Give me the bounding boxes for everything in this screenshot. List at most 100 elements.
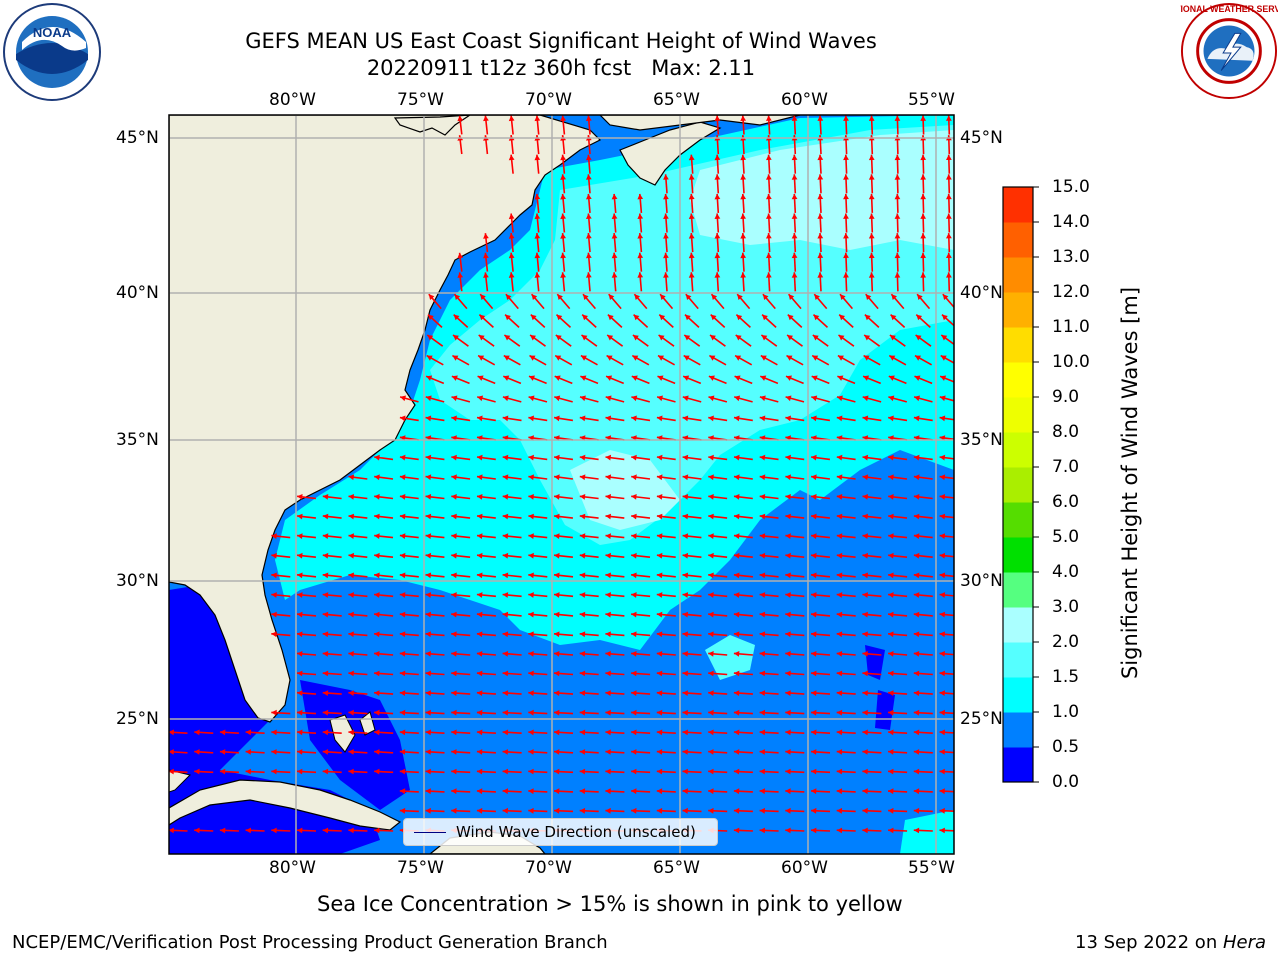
wave-arrow-head (631, 670, 637, 677)
wave-arrow-head (888, 611, 894, 618)
wave-arrow-head (425, 494, 432, 500)
wave-arrow-head (534, 154, 541, 161)
wave-arrow-head (554, 788, 560, 795)
wave-arrow-head (579, 611, 586, 618)
wave-arrow-head (946, 154, 952, 160)
wave-arrow-head (554, 807, 560, 814)
wave-arrow-head (740, 193, 746, 200)
wave-arrow-head (656, 631, 663, 638)
wave-arrow-head (733, 807, 740, 814)
wave-arrow-head (682, 494, 689, 500)
wave-arrow-head (399, 631, 406, 638)
wave-arrow-head (836, 690, 843, 696)
wave-arrow-head (888, 533, 894, 539)
wave-arrow-head (169, 749, 174, 755)
wave-arrow-head (946, 233, 952, 239)
wave-arrow-head (817, 213, 824, 219)
wave-arrow-head (633, 314, 640, 321)
wave-arrow-head (348, 690, 354, 696)
wave-arrow-head (451, 749, 457, 755)
wave-arrow-head (219, 749, 226, 755)
lon-label-top: 65°W (653, 90, 700, 110)
wave-arrow-head (862, 670, 868, 677)
wave-arrow-head (611, 233, 618, 239)
wave-arrow-head (791, 154, 798, 161)
wave-arrow-head (399, 768, 406, 775)
wave-arrow-head (710, 314, 717, 321)
wave-arrow-head (939, 592, 946, 598)
wave-arrow-head (580, 375, 587, 381)
wave-arrow-head (502, 611, 509, 618)
wave-arrow-head (631, 454, 637, 461)
wave-arrow-head (194, 749, 200, 755)
wave-arrow-head (555, 355, 562, 361)
wave-arrow-head (528, 395, 535, 402)
wave-arrow-head (194, 827, 200, 834)
wave-arrow-head (476, 592, 483, 598)
wave-arrow-head (811, 651, 817, 657)
wave-arrow-head (554, 592, 560, 598)
wave-arrow-head (451, 611, 457, 618)
wave-arrow-head (477, 474, 483, 481)
wave-arrow-head (631, 513, 637, 520)
wave-arrow-head (762, 294, 769, 300)
wave-arrow-head (862, 729, 868, 736)
wave-arrow-head (785, 670, 791, 677)
wave-arrow-head (733, 788, 740, 795)
wave-arrow-head (785, 709, 791, 716)
colorbar-tick-label: 0.0 (1052, 772, 1080, 792)
wave-arrow-head (607, 335, 614, 341)
lat-label-right: 45°N (960, 128, 1003, 148)
wave-arrow-head (710, 335, 716, 341)
wave-arrow-head (913, 572, 920, 579)
wave-arrow-head (708, 749, 714, 755)
wave-arrow-head (785, 611, 791, 618)
wave-arrow-head (374, 690, 380, 696)
wave-arrow-head (682, 631, 688, 638)
wave-arrow-head (426, 375, 433, 381)
wave-arrow-head (348, 513, 354, 520)
wave-arrow-head (605, 611, 611, 618)
wave-arrow-head (631, 415, 637, 422)
colorbar-segment (1003, 187, 1033, 223)
wave-arrow-head (759, 513, 766, 520)
wave-arrow-head (605, 651, 611, 657)
wave-arrow-head (862, 611, 868, 618)
wave-arrow-head (888, 552, 894, 559)
wave-arrow-head (477, 395, 484, 402)
wave-arrow-head (297, 592, 303, 598)
wave-arrow-head (605, 474, 612, 481)
wave-arrow-head (682, 690, 688, 696)
wave-arrow-head (348, 670, 354, 677)
wave-arrow-head (271, 768, 277, 775)
wave-arrow-head (811, 631, 817, 638)
wave-arrow-head (766, 252, 772, 259)
wave-arrow-head (708, 631, 714, 638)
colorbar-segment (1003, 537, 1033, 573)
wave-arrow-head (766, 272, 772, 278)
wave-arrow-head (579, 552, 586, 559)
colorbar-tick-label: 2.0 (1052, 632, 1080, 652)
wave-arrow-head (502, 395, 509, 402)
wave-arrow-head (451, 513, 457, 520)
wave-arrow-head (759, 572, 766, 579)
wave-arrow-head (939, 651, 945, 657)
wave-arrow-head (554, 709, 560, 716)
wave-height-band-2-0 (690, 130, 954, 250)
wave-arrow-head (811, 729, 817, 736)
wave-arrow-head (817, 115, 824, 121)
wave-arrow-head (478, 355, 485, 361)
lat-label-left: 35°N (116, 430, 159, 450)
wave-arrow-head (913, 807, 920, 814)
wave-arrow-head (271, 827, 277, 834)
wave-arrow-head (759, 827, 765, 834)
wave-arrow-head (785, 827, 791, 834)
wave-arrow-head (658, 355, 664, 361)
wave-arrow-head (322, 572, 329, 579)
wave-arrow-head (477, 415, 483, 422)
wave-arrow-head (297, 670, 303, 677)
wave-arrow-head (374, 494, 380, 500)
wave-arrow-head (787, 314, 794, 321)
wave-arrow-head (219, 827, 226, 834)
wave-arrow-head (579, 513, 586, 520)
